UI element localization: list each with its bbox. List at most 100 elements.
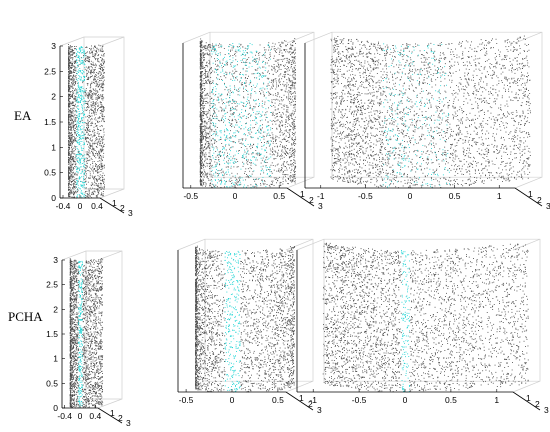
scatter-point xyxy=(73,161,75,163)
scatter-point xyxy=(212,43,213,45)
scatter-point xyxy=(68,173,69,175)
scatter-point xyxy=(200,48,201,50)
scatter-point xyxy=(288,115,290,117)
scatter-point xyxy=(95,84,97,86)
scatter-point xyxy=(269,93,271,94)
scatter-point xyxy=(294,168,296,169)
highlight-point xyxy=(77,123,79,125)
scatter-point xyxy=(86,130,88,131)
scatter-point xyxy=(77,102,79,104)
scatter-point xyxy=(248,57,250,59)
scatter-point xyxy=(74,131,76,133)
scatter-point xyxy=(247,45,249,47)
scatter-point xyxy=(91,121,93,123)
scatter-point xyxy=(101,90,103,92)
scatter-point xyxy=(213,45,215,47)
highlight-point xyxy=(78,111,80,112)
scatter-point xyxy=(207,143,209,144)
scatter-point xyxy=(286,116,288,118)
scatter-point xyxy=(201,126,202,128)
scatter-point xyxy=(75,154,77,156)
highlight-point xyxy=(80,135,82,137)
scatter-point xyxy=(221,119,222,121)
scatter-point xyxy=(267,70,269,72)
scatter-point xyxy=(74,147,76,149)
highlight-point xyxy=(83,184,85,186)
scatter-point xyxy=(69,103,71,105)
highlight-point xyxy=(84,158,86,160)
scatter-point xyxy=(90,70,92,72)
scatter-point xyxy=(208,120,210,122)
scatter-point xyxy=(230,109,232,111)
highlight-point xyxy=(80,147,82,149)
scatter-point xyxy=(70,137,72,139)
scatter-point xyxy=(293,133,294,134)
scatter-point xyxy=(280,59,282,60)
scatter-point xyxy=(290,153,292,155)
scatter-point xyxy=(99,166,101,168)
scatter-point xyxy=(102,77,104,79)
scatter-point xyxy=(86,56,88,58)
scatter-point xyxy=(277,66,279,68)
scatter-point xyxy=(87,129,88,130)
scatter-point xyxy=(251,86,252,87)
scatter-point xyxy=(293,70,295,72)
scatter-point xyxy=(242,46,244,48)
scatter-point xyxy=(103,174,105,176)
scatter-point xyxy=(286,68,288,70)
scatter-point xyxy=(292,74,294,76)
scatter-point xyxy=(232,70,234,72)
highlight-point xyxy=(83,92,85,94)
scatter-point xyxy=(281,100,283,102)
scatter-point xyxy=(294,92,296,94)
scatter-point xyxy=(204,45,206,47)
scatter-point xyxy=(283,106,285,107)
highlight-point xyxy=(78,139,80,141)
scatter-point xyxy=(230,50,231,52)
scatter-point xyxy=(98,61,100,63)
scatter-point xyxy=(199,179,201,181)
scatter-point xyxy=(226,72,228,74)
scatter-point xyxy=(72,183,74,185)
scatter-point xyxy=(89,129,91,131)
scatter-point xyxy=(271,105,273,107)
scatter-point xyxy=(102,106,104,108)
scatter-point xyxy=(74,81,76,83)
scatter-point xyxy=(289,136,291,138)
scatter-point xyxy=(101,193,103,195)
highlight-point xyxy=(75,156,77,158)
scatter-point xyxy=(85,47,87,48)
highlight-point xyxy=(77,172,79,174)
scatter-point xyxy=(258,59,260,61)
scatter-point xyxy=(92,104,94,106)
scatter-point xyxy=(247,159,249,161)
scatter-point xyxy=(68,95,69,97)
scatter-point xyxy=(203,153,205,155)
scatter-point xyxy=(202,129,204,130)
scatter-point xyxy=(202,78,204,80)
scatter-point xyxy=(208,45,209,46)
scatter-point xyxy=(89,66,90,68)
scatter-point xyxy=(275,177,277,179)
scatter-point xyxy=(207,66,209,68)
scatter-point xyxy=(206,121,208,123)
scatter-point xyxy=(70,156,71,158)
scatter-point xyxy=(100,63,102,65)
scatter-point xyxy=(91,64,92,66)
scatter-point xyxy=(265,159,267,161)
scatter-point xyxy=(93,102,95,104)
scatter-point xyxy=(292,83,293,85)
scatter-point xyxy=(201,153,203,155)
scatter-point xyxy=(208,109,209,111)
scatter-point xyxy=(103,195,104,197)
scatter-point xyxy=(207,116,209,118)
scatter-point xyxy=(71,187,73,189)
scatter-point xyxy=(243,88,244,90)
scatter-point xyxy=(199,126,201,128)
highlight-point xyxy=(78,163,80,165)
scatter-point xyxy=(201,147,203,149)
scatter-point xyxy=(96,179,98,181)
scatter-point xyxy=(206,165,208,167)
scatter-point xyxy=(98,64,100,66)
scatter-point xyxy=(281,121,283,123)
